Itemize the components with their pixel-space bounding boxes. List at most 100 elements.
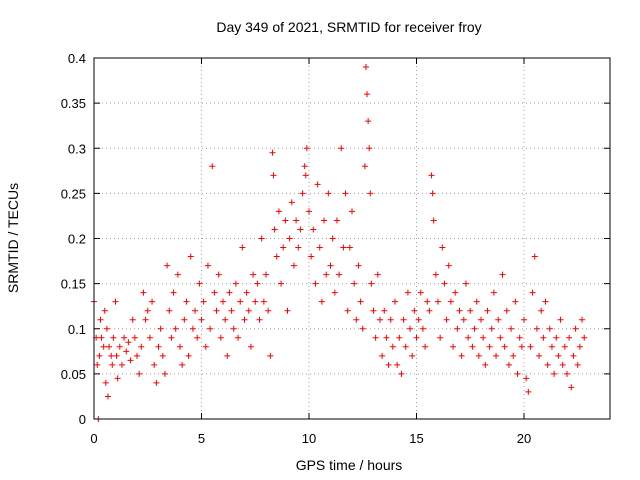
data-point (564, 370, 570, 377)
data-point (351, 280, 358, 287)
data-point (430, 217, 437, 224)
data-point (362, 64, 369, 71)
data-point (286, 235, 293, 242)
data-point (460, 316, 467, 323)
data-point (346, 244, 353, 251)
data-point (113, 352, 120, 359)
data-point (536, 352, 543, 359)
data-point (462, 280, 469, 287)
data-point (110, 334, 117, 341)
data-point (254, 280, 261, 287)
data-point (429, 190, 436, 197)
data-point (241, 316, 248, 323)
data-point (367, 190, 374, 197)
data-point (200, 298, 207, 305)
data-point (222, 316, 229, 323)
data-point (312, 280, 319, 287)
data-point (512, 298, 519, 305)
data-point (245, 307, 252, 314)
data-point (428, 172, 435, 179)
data-point (153, 379, 160, 386)
data-point (527, 343, 534, 350)
data-point (486, 343, 493, 350)
data-point (202, 343, 209, 350)
data-point (116, 343, 123, 350)
data-point (424, 298, 431, 305)
data-point (370, 307, 377, 314)
data-point (106, 343, 113, 350)
data-point (559, 361, 566, 368)
data-point (207, 325, 214, 332)
data-point (331, 289, 338, 296)
data-point (112, 298, 119, 305)
y-tick-label: 0.3 (68, 141, 86, 156)
data-point (226, 289, 233, 296)
data-point (336, 271, 343, 278)
data-point (404, 289, 411, 296)
data-point (435, 298, 441, 305)
data-point (280, 244, 287, 251)
data-point (508, 325, 515, 332)
data-point (493, 352, 500, 359)
data-point (215, 271, 222, 278)
data-point (121, 334, 128, 341)
data-point (118, 361, 125, 368)
y-tick-label: 0.05 (61, 367, 86, 382)
data-point (443, 316, 450, 323)
data-point (217, 334, 224, 341)
data-point (114, 375, 121, 382)
data-point (243, 289, 250, 296)
data-point (149, 298, 156, 305)
data-point (372, 334, 379, 341)
y-tick-label: 0.1 (68, 322, 86, 337)
data-point (170, 289, 177, 296)
data-point (144, 307, 151, 314)
data-point (452, 289, 459, 296)
data-point (364, 91, 371, 98)
data-point (521, 316, 527, 323)
data-point (576, 343, 583, 350)
data-point (187, 253, 194, 260)
data-point (398, 370, 405, 377)
data-point (475, 352, 482, 359)
data-point (321, 217, 328, 224)
data-point (284, 307, 291, 314)
data-point (204, 262, 211, 269)
data-point (566, 334, 573, 341)
data-point (514, 370, 521, 377)
data-point (510, 352, 517, 359)
data-point (168, 334, 175, 341)
data-point (467, 307, 474, 314)
data-point (250, 271, 257, 278)
data-point (265, 307, 272, 314)
data-point (183, 298, 190, 305)
data-point (581, 334, 588, 341)
data-point (293, 217, 300, 224)
x-axis-label: GPS time / hours (296, 457, 403, 473)
data-point (316, 244, 323, 251)
data-point (579, 316, 586, 323)
data-point (454, 325, 461, 332)
data-point (299, 190, 306, 197)
data-point (392, 298, 398, 305)
data-point (478, 316, 484, 323)
data-point (96, 352, 103, 359)
data-point (523, 375, 530, 382)
data-point (134, 352, 140, 359)
data-point (109, 361, 116, 368)
data-point (458, 352, 465, 359)
data-point (402, 343, 409, 350)
data-point (376, 316, 383, 323)
data-point (308, 253, 315, 260)
data-point (557, 316, 564, 323)
data-point (499, 271, 506, 278)
data-point (318, 298, 325, 305)
data-point (247, 343, 254, 350)
data-point (465, 334, 472, 341)
data-point (503, 307, 510, 314)
data-point (102, 379, 109, 386)
data-point (490, 289, 497, 296)
data-point (185, 352, 192, 359)
data-point (441, 280, 448, 287)
